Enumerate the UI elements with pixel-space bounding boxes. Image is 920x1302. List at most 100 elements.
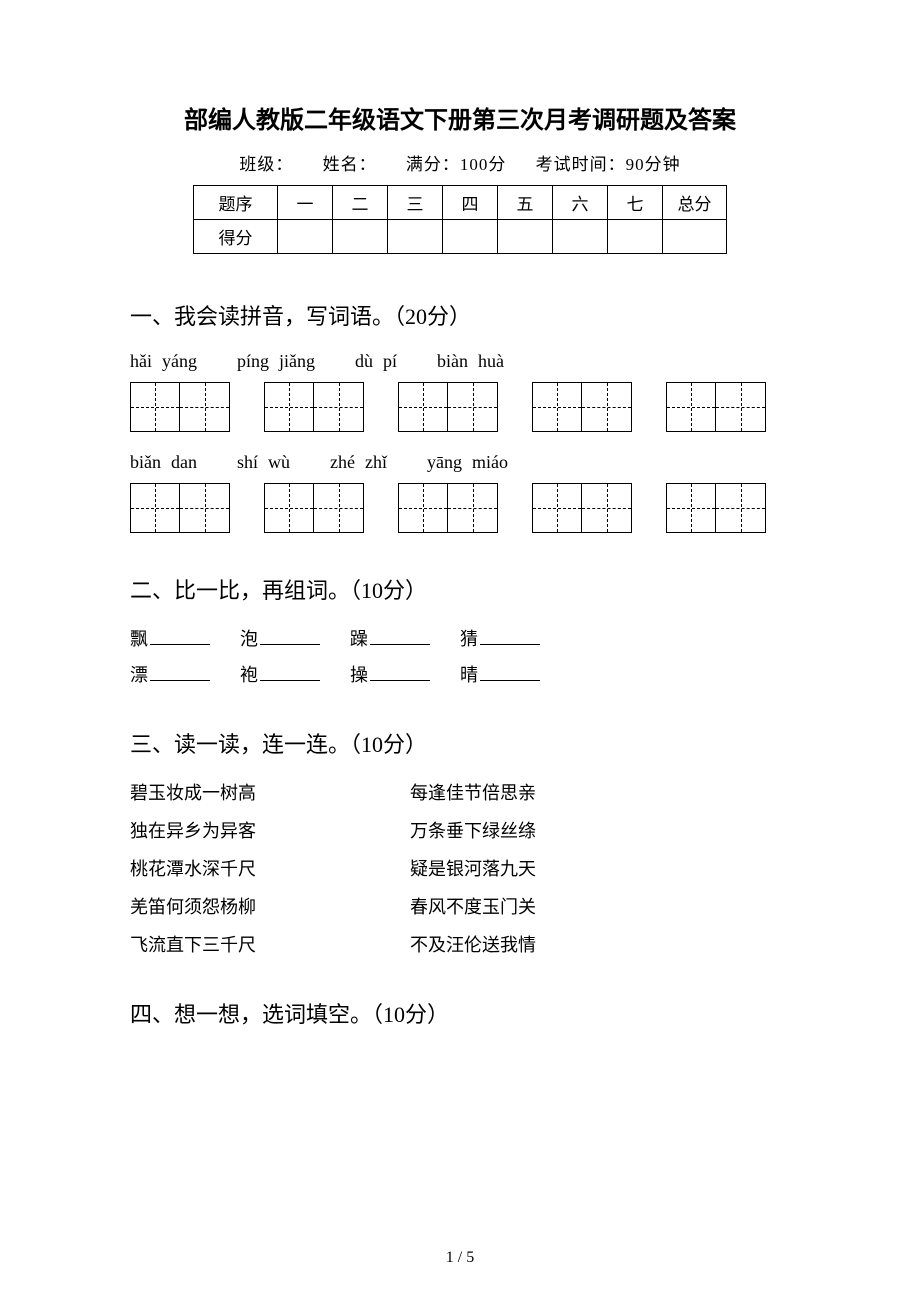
compare-item: 晴 <box>460 661 540 687</box>
score-cell <box>278 220 333 254</box>
grid-box <box>666 382 766 432</box>
char: 袍 <box>240 661 258 687</box>
pinyin: dù <box>355 351 373 372</box>
match-row: 碧玉妆成一树高 每逢佳节倍思亲 <box>130 779 790 805</box>
score-cell <box>498 220 553 254</box>
col-header: 四 <box>443 186 498 220</box>
char-cell <box>666 382 716 432</box>
pinyin: biàn <box>437 351 468 372</box>
char: 晴 <box>460 661 478 687</box>
char: 操 <box>350 661 368 687</box>
section-4: 四、想一想，选词填空。（10分） <box>130 997 790 1029</box>
match-left: 羌笛何须怨杨柳 <box>130 893 410 919</box>
grid-box <box>130 483 230 533</box>
pinyin: yāng <box>427 452 462 473</box>
row-header: 得分 <box>194 220 278 254</box>
row-header: 题序 <box>194 186 278 220</box>
char: 猜 <box>460 625 478 651</box>
page-title: 部编人教版二年级语文下册第三次月考调研题及答案 <box>130 100 790 135</box>
pinyin: zhé <box>330 452 355 473</box>
score-cell <box>333 220 388 254</box>
grid-row <box>130 382 790 432</box>
char-cell <box>582 483 632 533</box>
blank-line <box>370 627 430 645</box>
grid-box <box>398 382 498 432</box>
blank-line <box>150 663 210 681</box>
grid-box <box>532 382 632 432</box>
col-header: 七 <box>608 186 663 220</box>
compare-item: 飘 <box>130 625 210 651</box>
section-title: 三、读一读，连一连。（10分） <box>130 727 790 759</box>
pinyin-row: hǎi yáng píng jiǎng dù pí biàn huà <box>130 351 790 372</box>
char-cell <box>398 483 448 533</box>
grid-box <box>532 483 632 533</box>
blank-line <box>370 663 430 681</box>
pinyin: shí <box>237 452 258 473</box>
match-row: 羌笛何须怨杨柳 春风不度玉门关 <box>130 893 790 919</box>
grid-box <box>130 382 230 432</box>
score-cell <box>553 220 608 254</box>
pinyin: yáng <box>162 351 197 372</box>
match-right: 不及汪伦送我情 <box>410 931 536 957</box>
grid-box <box>264 382 364 432</box>
char-cell <box>314 483 364 533</box>
char-cell <box>264 382 314 432</box>
grid-box <box>398 483 498 533</box>
pinyin: dan <box>171 452 197 473</box>
char-cell <box>716 483 766 533</box>
score-table: 题序 一 二 三 四 五 六 七 总分 得分 <box>193 185 727 254</box>
section-title: 四、想一想，选词填空。（10分） <box>130 997 790 1029</box>
match-left: 飞流直下三千尺 <box>130 931 410 957</box>
compare-row: 飘 泡 躁 猜 <box>130 625 790 651</box>
score-cell <box>608 220 663 254</box>
compare-item: 操 <box>350 661 430 687</box>
pinyin-group: shí wù <box>237 452 290 473</box>
char-cell <box>448 382 498 432</box>
pinyin-group: biàn huà <box>437 351 504 372</box>
pinyin-group: yāng miáo <box>427 452 508 473</box>
score-cell <box>388 220 443 254</box>
pinyin-group: zhé zhǐ <box>330 452 387 473</box>
char-cell <box>532 483 582 533</box>
page-number: 1 / 5 <box>446 1249 474 1267</box>
match-right: 每逢佳节倍思亲 <box>410 779 536 805</box>
match-right: 疑是银河落九天 <box>410 855 536 881</box>
match-row: 飞流直下三千尺 不及汪伦送我情 <box>130 931 790 957</box>
pinyin-group: píng jiǎng <box>237 351 315 372</box>
char: 漂 <box>130 661 148 687</box>
full-marks: 满分：100分 <box>406 155 507 174</box>
exam-info: 班级： 姓名： 满分：100分 考试时间：90分钟 <box>130 150 790 175</box>
compare-item: 泡 <box>240 625 320 651</box>
match-right: 万条垂下绿丝绦 <box>410 817 536 843</box>
table-row: 得分 <box>194 220 727 254</box>
blank-line <box>480 663 540 681</box>
char-cell <box>582 382 632 432</box>
char-cell <box>180 483 230 533</box>
col-header: 二 <box>333 186 388 220</box>
char-cell <box>264 483 314 533</box>
section-2: 二、比一比，再组词。（10分） 飘 泡 躁 猜 漂 袍 操 晴 <box>130 573 790 687</box>
pinyin: miáo <box>472 452 508 473</box>
char-cell <box>448 483 498 533</box>
char: 躁 <box>350 625 368 651</box>
grid-row <box>130 483 790 533</box>
col-header: 三 <box>388 186 443 220</box>
char-cell <box>130 483 180 533</box>
section-title: 二、比一比，再组词。（10分） <box>130 573 790 605</box>
char: 泡 <box>240 625 258 651</box>
col-header: 一 <box>278 186 333 220</box>
section-1: 一、我会读拼音，写词语。（20分） hǎi yáng píng jiǎng dù… <box>130 299 790 533</box>
grid-box <box>264 483 364 533</box>
char-cell <box>532 382 582 432</box>
name-label: 姓名： <box>323 155 377 174</box>
char-cell <box>666 483 716 533</box>
pinyin: hǎi <box>130 351 152 372</box>
exam-time: 考试时间：90分钟 <box>536 155 681 174</box>
grid-box <box>666 483 766 533</box>
compare-item: 袍 <box>240 661 320 687</box>
compare-row: 漂 袍 操 晴 <box>130 661 790 687</box>
col-header: 五 <box>498 186 553 220</box>
score-cell <box>443 220 498 254</box>
table-row: 题序 一 二 三 四 五 六 七 总分 <box>194 186 727 220</box>
char-cell <box>314 382 364 432</box>
